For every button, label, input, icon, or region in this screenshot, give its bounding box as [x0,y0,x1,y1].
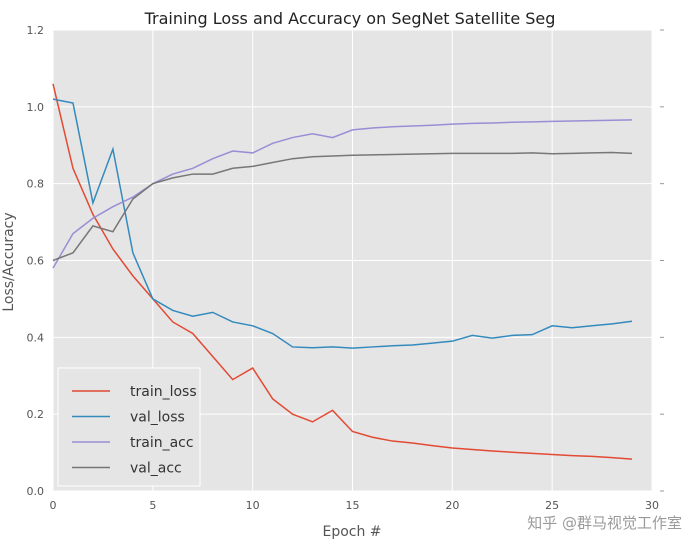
series-line-train-loss [52,83,633,460]
x-tick-label: 5 [149,499,156,512]
x-tick-label: 15 [346,499,360,512]
legend-label: train_loss [130,384,197,400]
y-tick-label: 1.0 [27,101,45,114]
watermark: 知乎 @群马视觉工作室 [527,514,682,532]
y-axis-label: Loss/Accuracy [1,212,17,311]
legend-label: val_acc [130,461,182,477]
series-line-val-loss [52,98,633,349]
y-tick-label: 0.6 [27,255,45,268]
x-tick-label: 30 [645,499,659,512]
legend-label: train_acc [130,435,194,451]
x-axis-label: Epoch # [322,524,381,540]
y-tick-label: 0.8 [27,178,45,191]
y-tick-label: 1.2 [27,24,45,37]
legend-box [57,367,201,487]
legend-label: val_loss [130,410,185,426]
y-tick-label: 0.0 [27,485,45,498]
x-tick-label: 10 [246,499,260,512]
y-tick-label: 0.2 [27,408,45,421]
x-tick-label: 20 [445,499,459,512]
legend: train_loss val_loss train_acc val_acc [57,367,201,487]
series-line-val-acc [52,151,633,262]
x-tick-label: 0 [50,499,57,512]
x-tick-label: 25 [545,499,559,512]
y-tick-label: 0.4 [27,331,45,344]
chart-title: Training Loss and Accuracy on SegNet Sat… [144,9,556,28]
